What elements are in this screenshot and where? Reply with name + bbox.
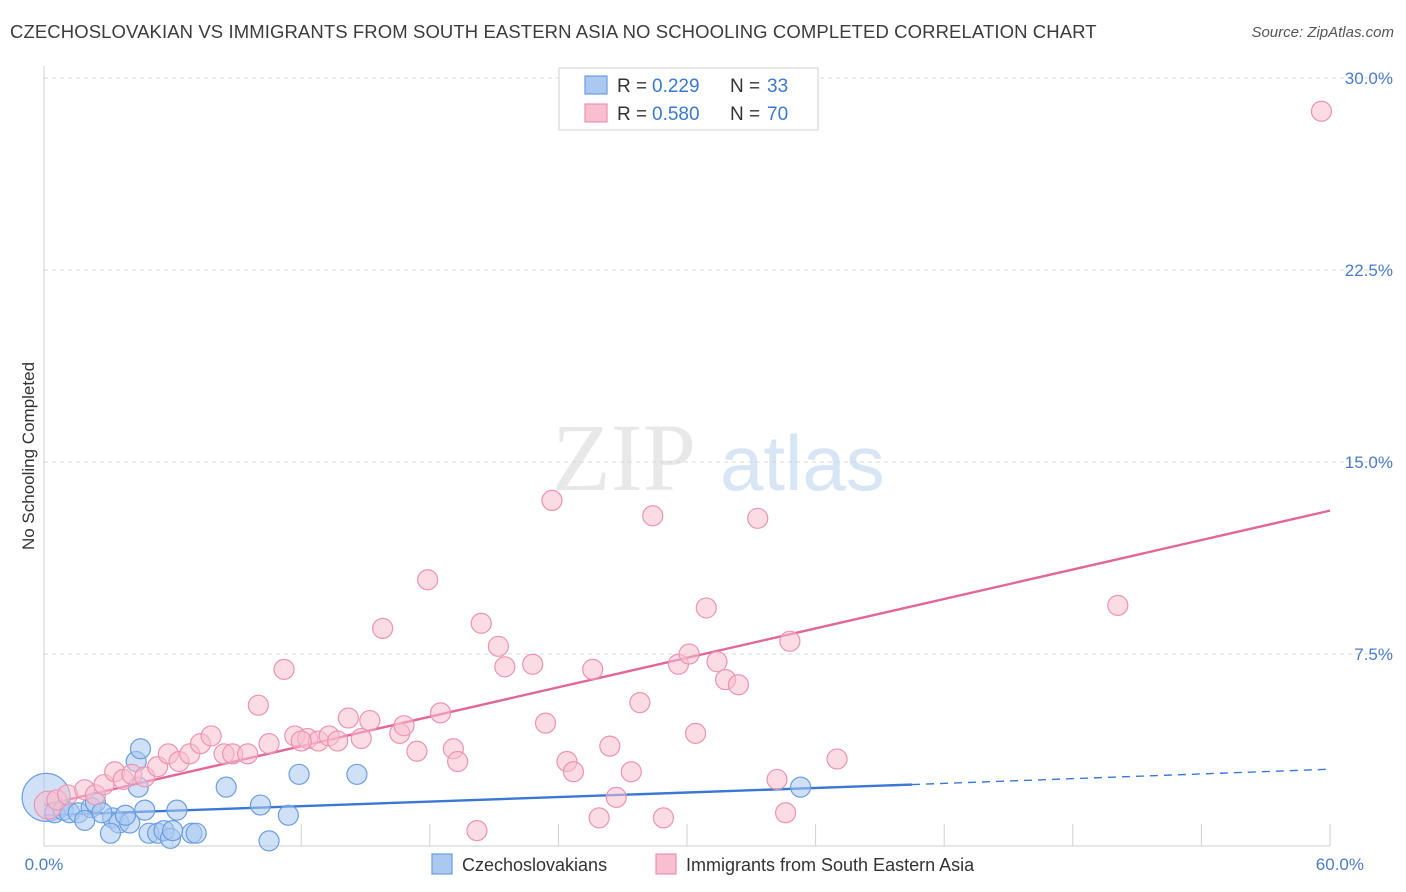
series-legend-label: Czechoslovakians bbox=[462, 855, 607, 875]
series-legend-swatch-pink bbox=[655, 853, 677, 875]
pink-point bbox=[620, 761, 642, 783]
legend-r-value: 0.229 bbox=[652, 76, 700, 97]
y-tick-label: 30.0% bbox=[1345, 69, 1393, 88]
pink-point bbox=[747, 507, 769, 529]
blue-point bbox=[346, 763, 368, 785]
blue-trend-line bbox=[43, 783, 913, 817]
pink-point bbox=[290, 730, 312, 752]
watermark-atlas: atlas bbox=[720, 419, 885, 507]
pink-point bbox=[522, 653, 544, 675]
pink-point bbox=[588, 807, 610, 829]
pink-point bbox=[359, 709, 381, 732]
pink-point bbox=[327, 730, 349, 752]
series-legend-label: Immigrants from South Eastern Asia bbox=[686, 855, 975, 875]
pink-point bbox=[237, 743, 259, 765]
blue-point bbox=[129, 738, 152, 760]
pink-point bbox=[684, 722, 707, 744]
chart-title: CZECHOSLOVAKIAN VS IMMIGRANTS FROM SOUTH… bbox=[10, 21, 1097, 42]
pink-point bbox=[258, 732, 280, 755]
pink-point bbox=[642, 505, 664, 527]
pink-point bbox=[706, 651, 728, 673]
blue-point bbox=[134, 799, 156, 821]
pink-point bbox=[774, 802, 797, 824]
legend-r-label: R = bbox=[617, 76, 647, 97]
pink-point bbox=[1310, 100, 1333, 122]
blue-point bbox=[288, 763, 310, 785]
series-legend-swatch-blue bbox=[431, 853, 453, 875]
blue-point bbox=[162, 820, 184, 842]
pink-point bbox=[629, 692, 651, 714]
blue-point bbox=[277, 804, 299, 826]
y-tick-label: 22.5% bbox=[1345, 261, 1393, 280]
legend-r-label: R = bbox=[617, 104, 647, 125]
legend-n-value: 33 bbox=[767, 76, 788, 97]
legend-n-value: 70 bbox=[767, 104, 788, 125]
pink-point bbox=[273, 658, 295, 680]
legend-r-value: 0.580 bbox=[652, 104, 700, 125]
watermark: ZIP atlas bbox=[552, 404, 885, 511]
blue-point bbox=[249, 794, 272, 816]
pink-point bbox=[562, 761, 585, 783]
pink-point bbox=[200, 725, 222, 747]
y-tick-label: 15.0% bbox=[1345, 453, 1393, 472]
blue-point bbox=[185, 822, 207, 844]
x-tick-label: 60.0% bbox=[1316, 855, 1364, 874]
blue-point bbox=[166, 799, 188, 821]
blue-point bbox=[114, 804, 137, 826]
gridlines bbox=[44, 77, 1390, 655]
pink-point bbox=[534, 712, 557, 734]
pink-point bbox=[599, 735, 621, 757]
pink-point bbox=[247, 694, 269, 716]
pink-point bbox=[429, 702, 452, 724]
pink-point bbox=[605, 786, 627, 808]
pink-point bbox=[652, 807, 675, 829]
pink-point bbox=[487, 635, 509, 657]
axes: 7.5% 15.0% 22.5% 30.0% 0.0% 60.0% bbox=[25, 66, 1393, 874]
pink-point bbox=[695, 597, 717, 619]
blue-point bbox=[258, 830, 280, 852]
x-tick-label: 0.0% bbox=[25, 855, 64, 874]
pink-point bbox=[826, 748, 848, 770]
pink-point bbox=[350, 727, 372, 750]
pink-point bbox=[406, 740, 428, 762]
y-tick-label: 7.5% bbox=[1354, 645, 1393, 664]
correlation-legend: R = 0.229 N = 33 R = 0.580 N = 70 bbox=[558, 67, 819, 131]
pink-point bbox=[779, 630, 801, 652]
pink-point bbox=[582, 658, 604, 680]
pink-point bbox=[678, 643, 700, 665]
legend-swatch-pink bbox=[584, 103, 608, 123]
y-axis-label: No Schooling Completed bbox=[19, 362, 38, 550]
blue-point bbox=[99, 822, 122, 844]
series-legend: Czechoslovakians Immigrants from South E… bbox=[431, 853, 975, 875]
pink-point bbox=[494, 656, 516, 678]
watermark-zip: ZIP bbox=[552, 404, 696, 511]
blue-trend-extension bbox=[912, 768, 1331, 786]
pink-point bbox=[372, 617, 394, 640]
pink-point bbox=[727, 674, 750, 696]
legend-n-label: N = bbox=[730, 76, 760, 97]
legend-n-label: N = bbox=[730, 104, 760, 125]
data-points bbox=[21, 100, 1333, 852]
blue-point bbox=[91, 802, 113, 824]
source-label: Source: ZipAtlas.com bbox=[1251, 24, 1394, 41]
pink-point bbox=[447, 750, 469, 773]
pink-point bbox=[766, 768, 788, 791]
pink-point bbox=[541, 489, 563, 511]
blue-point bbox=[215, 776, 237, 798]
pink-point bbox=[337, 707, 359, 729]
legend-swatch-blue bbox=[584, 75, 608, 95]
blue-point bbox=[789, 776, 812, 798]
pink-point bbox=[417, 569, 439, 591]
pink-point bbox=[393, 715, 415, 737]
pink-point bbox=[1107, 594, 1129, 616]
pink-point bbox=[466, 820, 488, 842]
pink-point bbox=[470, 612, 492, 634]
